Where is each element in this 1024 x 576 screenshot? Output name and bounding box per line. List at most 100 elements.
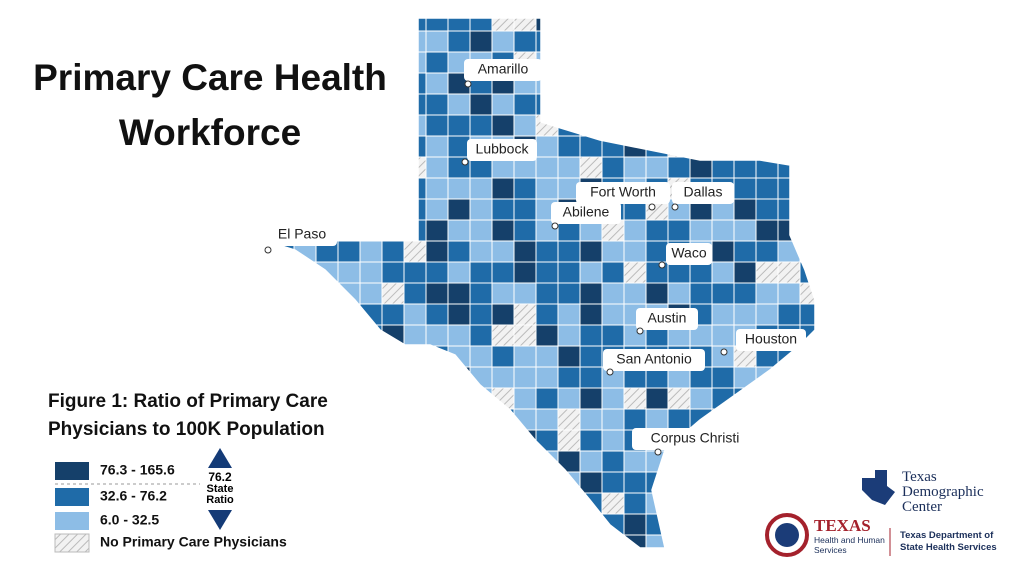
county [822, 409, 844, 430]
city-dot [654, 448, 662, 456]
county [447, 282, 471, 305]
county [645, 114, 669, 137]
county [777, 387, 801, 410]
city-label: Lubbock [476, 141, 530, 157]
county [733, 18, 757, 32]
county [733, 387, 757, 410]
county [535, 366, 559, 389]
county [262, 366, 273, 389]
county [755, 261, 779, 284]
county [425, 261, 449, 284]
county [711, 303, 735, 326]
county [733, 534, 757, 548]
county [799, 240, 815, 263]
county [667, 534, 691, 548]
county [777, 282, 801, 305]
county [469, 492, 493, 515]
county [557, 282, 581, 305]
county [646, 556, 668, 576]
county [535, 282, 559, 305]
county [733, 282, 757, 305]
county [491, 198, 515, 221]
county [403, 177, 427, 200]
county [491, 303, 515, 326]
county [601, 450, 625, 473]
county [381, 408, 405, 431]
county [447, 471, 471, 494]
county [799, 156, 815, 179]
county [469, 93, 493, 116]
arrow-down [208, 510, 232, 530]
county [822, 115, 844, 136]
county [337, 471, 361, 494]
county [601, 114, 625, 137]
county [822, 262, 844, 283]
county [448, 556, 470, 576]
county [557, 18, 581, 32]
county [822, 73, 844, 94]
county [381, 534, 405, 548]
county [667, 93, 691, 116]
county [381, 219, 405, 242]
county [272, 556, 294, 576]
county [271, 18, 295, 32]
county [250, 556, 272, 576]
county [733, 219, 757, 242]
city-label-box [551, 202, 621, 224]
county [425, 240, 449, 263]
county [557, 51, 581, 74]
county [557, 72, 581, 95]
county [403, 492, 427, 515]
county [667, 114, 691, 137]
county [755, 471, 779, 494]
county [425, 492, 449, 515]
county [447, 492, 471, 515]
county [557, 429, 581, 452]
county [777, 156, 801, 179]
county [262, 282, 273, 305]
county [426, 556, 448, 576]
county [359, 282, 383, 305]
county [822, 556, 844, 576]
county [667, 387, 691, 410]
county [689, 18, 713, 32]
texas-outline [261, 17, 816, 549]
county [491, 30, 515, 53]
county [799, 18, 815, 32]
county [623, 93, 647, 116]
county [822, 367, 844, 388]
legend-swatch [54, 533, 90, 553]
county [645, 387, 669, 410]
county [689, 261, 713, 284]
county [293, 177, 317, 200]
county [403, 156, 427, 179]
county [711, 471, 735, 494]
county [557, 492, 581, 515]
county [799, 450, 815, 473]
county [381, 513, 405, 536]
hhs-sub: Health and Human Services [814, 535, 885, 555]
county [337, 177, 361, 200]
county [579, 408, 603, 431]
county [315, 156, 339, 179]
county [315, 177, 339, 200]
county [601, 30, 625, 53]
county [557, 534, 581, 548]
county [601, 324, 625, 347]
county [469, 534, 493, 548]
county [799, 198, 815, 221]
county [822, 178, 844, 199]
county [689, 450, 713, 473]
city-label-box [267, 224, 337, 246]
county [469, 114, 493, 137]
county [491, 324, 515, 347]
county [822, 94, 844, 115]
county [799, 30, 815, 53]
county [315, 513, 339, 536]
county [491, 513, 515, 536]
city-dot [464, 80, 472, 88]
county [403, 366, 427, 389]
county [689, 30, 713, 53]
county [689, 282, 713, 305]
